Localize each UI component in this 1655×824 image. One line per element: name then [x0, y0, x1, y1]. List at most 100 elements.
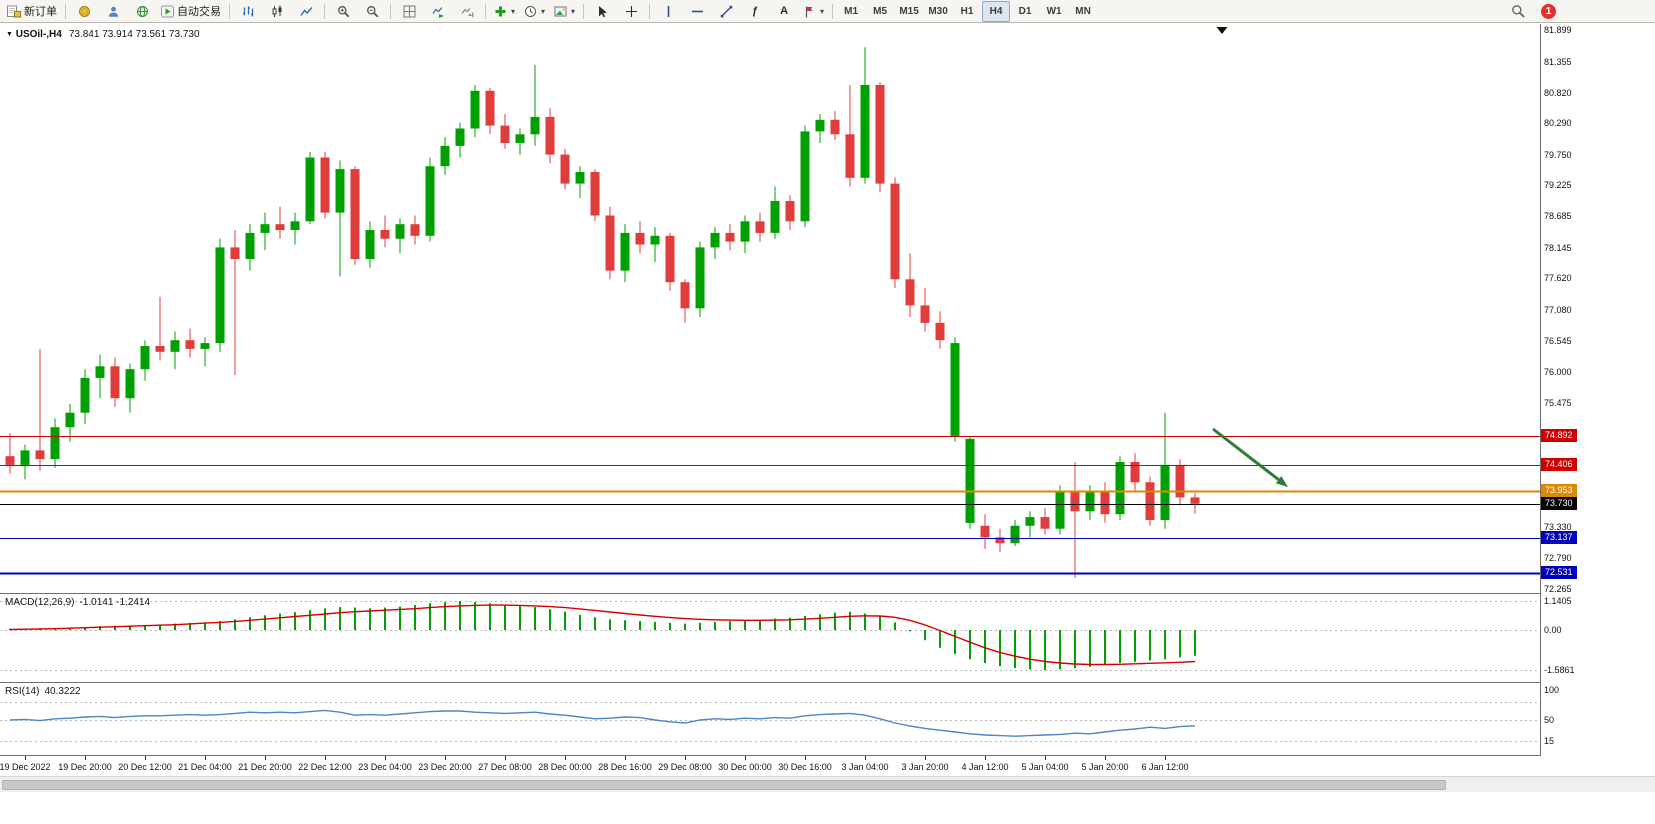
time-axis-tick	[145, 756, 146, 760]
chart-top-marker[interactable]	[1216, 27, 1228, 34]
scrollbar-thumb[interactable]	[2, 780, 1446, 790]
zoom-in-button[interactable]	[329, 1, 357, 22]
cursor-button[interactable]	[588, 1, 616, 22]
fibonacci-icon: ƒ	[751, 5, 759, 17]
new-order-icon	[7, 5, 21, 18]
new-order-button[interactable]: 新订单	[3, 1, 61, 22]
coin-button[interactable]	[70, 1, 98, 22]
price-axis-label: 78.685	[1544, 211, 1572, 221]
time-axis-label: 23 Dec 04:00	[358, 762, 412, 772]
time-axis-label: 28 Dec 16:00	[598, 762, 652, 772]
time-axis-label: 4 Jan 12:00	[961, 762, 1009, 772]
time-axis-label: 21 Dec 20:00	[238, 762, 292, 772]
profile-icon	[107, 5, 120, 18]
bar-chart-icon	[242, 5, 255, 18]
globe-icon	[136, 5, 149, 18]
chart-symbol-period: USOil-,H4	[15, 29, 62, 40]
rsi-axis-label: 15	[1544, 736, 1555, 746]
notification-badge[interactable]: 1	[1541, 3, 1556, 19]
timeframe-m5[interactable]: M5	[873, 5, 888, 17]
bar-chart-button[interactable]	[234, 1, 262, 22]
arrows-tool-button[interactable]: ▾	[799, 1, 828, 22]
templates-button[interactable]: ▾	[550, 1, 579, 22]
chart-ohlc-values: 73.841 73.914 73.561 73.730	[68, 29, 200, 40]
auto-scroll-button[interactable]	[424, 1, 452, 22]
dropdown-caret-icon: ▾	[571, 6, 576, 16]
time-axis-label: 30 Dec 00:00	[718, 762, 772, 772]
crosshair-button[interactable]	[617, 1, 645, 22]
time-axis-tick	[505, 756, 506, 760]
time-axis-tick	[745, 756, 746, 760]
time-axis-tick	[925, 756, 926, 760]
price-axis-label: 79.750	[1544, 150, 1572, 160]
indicators-button[interactable]: ▾	[490, 1, 519, 22]
search-button[interactable]	[1504, 1, 1532, 22]
price-axis-label: 77.620	[1544, 273, 1572, 283]
time-axis[interactable]: 19 Dec 2022 19 Dec 20:00 20 Dec 12:00 21 De…	[0, 756, 1655, 776]
timeframe-h1[interactable]: H1	[960, 5, 974, 17]
horizontal-line-tool-button[interactable]	[683, 1, 711, 22]
timeframe-w1[interactable]: W1	[1046, 5, 1062, 17]
time-axis-label: 20 Dec 12:00	[118, 762, 172, 772]
time-axis-label: 30 Dec 16:00	[778, 762, 832, 772]
time-axis-label: 6 Jan 12:00	[1141, 762, 1189, 772]
tile-windows-button[interactable]	[395, 1, 423, 22]
macd-values: -1.0141 -1.2414	[79, 597, 151, 608]
time-axis-tick	[205, 756, 206, 760]
price-axis-label: 72.265	[1544, 584, 1572, 594]
profile-button[interactable]	[99, 1, 127, 22]
candlestick-icon	[271, 5, 284, 18]
time-axis-separator	[0, 755, 1655, 756]
timeframe-h4[interactable]: H4	[982, 0, 1011, 22]
horizontal-scrollbar[interactable]	[0, 776, 1655, 792]
trendline-tool-button[interactable]	[712, 1, 740, 22]
chart-shift-button[interactable]	[453, 1, 481, 22]
periods-button[interactable]: ▾	[520, 1, 549, 22]
line-chart-button[interactable]	[292, 1, 320, 22]
rsi-panel-separator[interactable]	[0, 682, 1655, 683]
price-axis-label: 78.145	[1544, 243, 1572, 253]
time-axis-tick	[865, 756, 866, 760]
dropdown-caret-icon: ▾	[820, 6, 825, 16]
tile-windows-icon	[403, 5, 416, 18]
line-chart-icon	[299, 5, 313, 18]
price-axis-label: 72.790	[1544, 553, 1572, 563]
rsi-axis-label: 50	[1544, 715, 1555, 725]
rsi-panel[interactable]	[0, 683, 1540, 755]
globe-button[interactable]	[128, 1, 156, 22]
collapse-triangle-icon: ▼	[6, 31, 13, 38]
fibonacci-tool-button[interactable]: ƒ	[741, 1, 769, 22]
price-level-label: 73.953	[1541, 484, 1577, 497]
toolbar-separator	[390, 3, 391, 19]
toolbar-separator	[324, 3, 325, 19]
level-lines	[0, 436, 1540, 575]
time-axis-tick	[625, 756, 626, 760]
auto-scroll-icon	[432, 5, 445, 18]
vertical-line-tool-button[interactable]	[654, 1, 682, 22]
timeframe-m1[interactable]: M1	[844, 5, 859, 17]
rsi-line	[9, 709, 1196, 737]
rsi-axis-label: 100	[1544, 685, 1560, 695]
price-chart[interactable]	[0, 24, 1540, 593]
price-axis[interactable]: 81.899 81.355 80.820 80.290 79.750 79.225 78.6…	[1541, 24, 1655, 756]
timeframe-mn[interactable]: MN	[1075, 5, 1091, 17]
time-axis-tick	[565, 756, 566, 760]
auto-trading-button[interactable]: 自动交易	[157, 1, 225, 22]
trend-arrow[interactable]	[1212, 427, 1288, 487]
zoom-out-icon	[366, 5, 379, 18]
macd-panel[interactable]	[0, 594, 1540, 682]
macd-signal-line	[9, 604, 1196, 666]
time-axis-tick	[985, 756, 986, 760]
price-axis-label: 80.290	[1544, 118, 1572, 128]
zoom-out-button[interactable]	[358, 1, 386, 22]
timeframe-m15[interactable]: M15	[899, 5, 919, 17]
time-axis-tick	[325, 756, 326, 760]
macd-panel-separator[interactable]	[0, 593, 1655, 594]
chart-title: ▼ USOil-,H4 73.841 73.914 73.561 73.730	[6, 29, 200, 40]
auto-trading-label: 自动交易	[177, 6, 221, 18]
timeframe-d1[interactable]: D1	[1018, 5, 1032, 17]
candlestick-chart-button[interactable]	[263, 1, 291, 22]
text-tool-button[interactable]: A	[770, 1, 798, 22]
timeframe-m30[interactable]: M30	[928, 5, 948, 17]
